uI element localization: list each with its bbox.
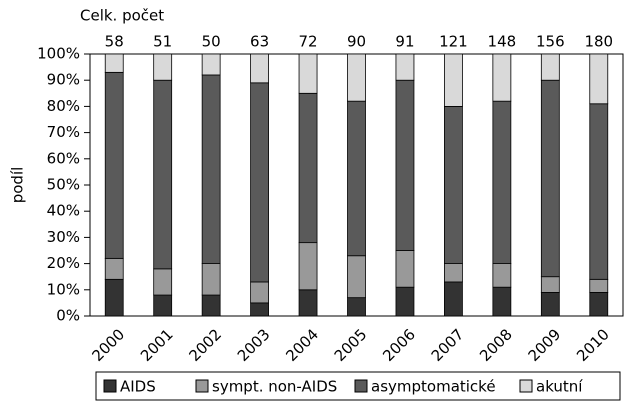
bar-segment bbox=[395, 250, 415, 288]
total-label: 50 bbox=[202, 33, 221, 51]
bar-segment bbox=[298, 242, 318, 291]
y-tick-label: 70% bbox=[47, 123, 80, 141]
total-label: 51 bbox=[153, 33, 172, 51]
bar-segment bbox=[492, 100, 512, 265]
total-label: 58 bbox=[105, 33, 124, 51]
x-tick-label: 2007 bbox=[428, 325, 468, 365]
bar-segment bbox=[250, 53, 269, 84]
x-tick-label: 2010 bbox=[573, 325, 613, 365]
y-tick-label: 80% bbox=[47, 97, 80, 115]
total-label: 90 bbox=[347, 33, 366, 51]
bar-segment bbox=[444, 106, 463, 264]
bar-segment bbox=[153, 79, 173, 270]
y-tick-label: 90% bbox=[47, 71, 80, 89]
bar-segment bbox=[395, 79, 415, 251]
x-tick-label: 2004 bbox=[282, 325, 322, 365]
y-tick-label: 50% bbox=[47, 176, 80, 194]
total-label: 156 bbox=[536, 33, 565, 51]
y-tick-label: 40% bbox=[47, 202, 80, 220]
bar-segment bbox=[589, 292, 609, 317]
bar-segment bbox=[104, 278, 124, 317]
bar-segment bbox=[201, 74, 221, 264]
bar-segment bbox=[589, 103, 609, 280]
x-tick-label: 2009 bbox=[525, 325, 565, 365]
bar-segment bbox=[492, 263, 512, 288]
bar-segment bbox=[201, 263, 221, 296]
bar-segment bbox=[540, 53, 560, 81]
y-tick-label: 20% bbox=[47, 254, 80, 272]
y-axis-label: podíl bbox=[9, 167, 27, 204]
y-tick-label: 10% bbox=[47, 280, 80, 298]
legend-label: AIDS bbox=[120, 378, 156, 396]
total-label: 72 bbox=[298, 33, 317, 51]
legend-swatch bbox=[103, 379, 117, 393]
bar-segment bbox=[347, 53, 366, 102]
bar-segment bbox=[395, 53, 415, 81]
total-label: 121 bbox=[439, 33, 468, 51]
legend-swatch bbox=[195, 379, 209, 393]
y-tick-label: 100% bbox=[37, 45, 80, 63]
bar-segment bbox=[347, 255, 366, 299]
bar-segment bbox=[104, 53, 124, 73]
bar-segment bbox=[104, 71, 124, 259]
total-label: 91 bbox=[395, 33, 414, 51]
bar-segment bbox=[104, 257, 124, 280]
bar-segment bbox=[298, 53, 318, 94]
bar-segment bbox=[395, 286, 415, 317]
bar-segment bbox=[347, 100, 366, 257]
bar-segment bbox=[444, 53, 463, 107]
bar-segment bbox=[492, 53, 512, 102]
x-tick-label: 2000 bbox=[89, 325, 129, 365]
bar-segment bbox=[250, 302, 269, 317]
bar-segment bbox=[540, 79, 560, 278]
total-label: 63 bbox=[250, 33, 269, 51]
bar-segment bbox=[298, 92, 318, 244]
bar-segment bbox=[201, 294, 221, 317]
totals-label: Celk. počet bbox=[80, 7, 164, 25]
bar-segment bbox=[153, 268, 173, 296]
bar-segment bbox=[250, 82, 269, 283]
bar-segment bbox=[201, 53, 221, 76]
bar-segment bbox=[589, 278, 609, 293]
bar-segment bbox=[250, 281, 269, 304]
bar-segment bbox=[444, 263, 463, 283]
x-tick-label: 2008 bbox=[476, 325, 516, 365]
bar-segment bbox=[589, 53, 609, 105]
total-label: 148 bbox=[488, 33, 517, 51]
bar-segment bbox=[153, 294, 173, 317]
total-label: 180 bbox=[584, 33, 613, 51]
x-tick-label: 2001 bbox=[137, 325, 177, 365]
legend-swatch bbox=[519, 379, 533, 393]
bar-segment bbox=[540, 292, 560, 317]
x-tick-label: 2005 bbox=[331, 325, 371, 365]
y-tick-label: 60% bbox=[47, 149, 80, 167]
y-tick-label: 0% bbox=[56, 307, 80, 325]
bar-segment bbox=[298, 289, 318, 317]
bar-segment bbox=[153, 53, 173, 81]
bar-segment bbox=[540, 276, 560, 293]
x-tick-label: 2006 bbox=[379, 325, 419, 365]
legend-label: asymptomatické bbox=[371, 378, 496, 396]
legend-label: sympt. non-AIDS bbox=[212, 378, 337, 396]
bar-segment bbox=[492, 286, 512, 317]
legend-swatch bbox=[354, 379, 368, 393]
x-tick-label: 2003 bbox=[234, 325, 274, 365]
bar-segment bbox=[444, 281, 463, 317]
legend-label: akutní bbox=[536, 378, 583, 396]
x-tick-label: 2002 bbox=[185, 325, 225, 365]
bar-segment bbox=[347, 297, 366, 317]
y-tick-label: 30% bbox=[47, 228, 80, 246]
